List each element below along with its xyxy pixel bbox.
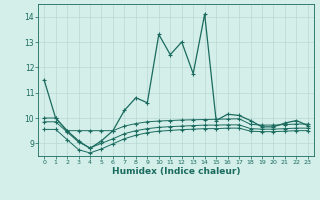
X-axis label: Humidex (Indice chaleur): Humidex (Indice chaleur) <box>112 167 240 176</box>
